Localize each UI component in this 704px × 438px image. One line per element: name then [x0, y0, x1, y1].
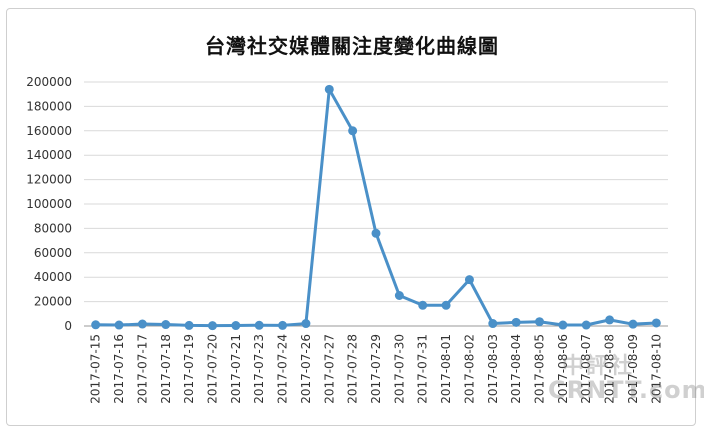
data-point	[301, 319, 311, 329]
data-point	[535, 317, 545, 327]
x-tick-label: 2017-08-03	[486, 334, 500, 404]
data-point	[348, 126, 358, 136]
y-tick-label: 180000	[26, 99, 72, 113]
chart-frame	[6, 8, 696, 426]
x-tick-label: 2017-07-31	[416, 334, 430, 404]
x-tick-label: 2017-08-02	[462, 334, 476, 404]
y-tick-label: 140000	[26, 148, 72, 162]
data-point	[254, 320, 264, 330]
y-tick-label: 40000	[34, 270, 72, 284]
y-tick-label: 20000	[34, 295, 72, 309]
x-tick-label: 2017-08-07	[579, 334, 593, 404]
data-point	[114, 320, 124, 330]
data-point	[488, 319, 498, 329]
data-point	[184, 320, 194, 330]
x-tick-label: 2017-07-27	[322, 334, 336, 404]
data-point	[91, 320, 101, 330]
data-point	[278, 320, 288, 330]
x-tick-label: 2017-07-30	[392, 334, 406, 404]
x-tick-label: 2017-08-06	[556, 334, 570, 404]
y-tick-label: 200000	[26, 75, 72, 89]
x-tick-label: 2017-07-23	[252, 334, 266, 404]
y-tick-label: 80000	[34, 221, 72, 235]
data-point	[628, 319, 638, 329]
y-tick-label: 160000	[26, 124, 72, 138]
data-point	[418, 300, 428, 310]
data-point	[558, 320, 568, 330]
x-tick-label: 2017-07-16	[112, 334, 126, 404]
x-tick-label: 2017-07-19	[182, 334, 196, 404]
data-point	[605, 315, 615, 325]
x-tick-label: 2017-08-10	[649, 334, 663, 404]
x-tick-label: 2017-07-24	[276, 334, 290, 404]
data-point	[231, 321, 241, 331]
x-tick-label: 2017-08-01	[439, 334, 453, 404]
y-tick-label: 0	[64, 319, 72, 333]
x-tick-label: 2017-07-29	[369, 334, 383, 404]
x-tick-label: 2017-08-05	[533, 334, 547, 404]
data-point	[511, 317, 521, 327]
x-tick-label: 2017-07-20	[205, 334, 219, 404]
data-point	[137, 319, 147, 329]
data-point	[161, 320, 171, 330]
x-tick-label: 2017-07-15	[89, 334, 103, 404]
y-tick-label: 120000	[26, 173, 72, 187]
y-tick-label: 100000	[26, 197, 72, 211]
x-tick-label: 2017-07-17	[135, 334, 149, 404]
x-tick-label: 2017-08-09	[626, 334, 640, 404]
x-tick-label: 2017-07-28	[346, 334, 360, 404]
series-line	[95, 87, 657, 328]
data-point	[324, 84, 334, 94]
chart-title: 台灣社交媒體關注度變化曲線圖	[205, 34, 499, 58]
x-tick-label: 2017-07-21	[229, 334, 243, 404]
data-point	[394, 291, 404, 300]
data-point	[371, 228, 381, 238]
x-tick-label: 2017-07-26	[299, 334, 313, 404]
data-point	[581, 320, 591, 330]
y-tick-label: 60000	[34, 246, 72, 260]
data-point	[207, 321, 217, 331]
x-tick-label: 2017-08-04	[509, 334, 523, 404]
data-point	[441, 300, 451, 310]
x-tick-label: 2017-08-08	[603, 334, 617, 404]
data-point	[464, 275, 474, 285]
data-point	[651, 318, 661, 328]
x-tick-label: 2017-07-18	[159, 334, 173, 404]
